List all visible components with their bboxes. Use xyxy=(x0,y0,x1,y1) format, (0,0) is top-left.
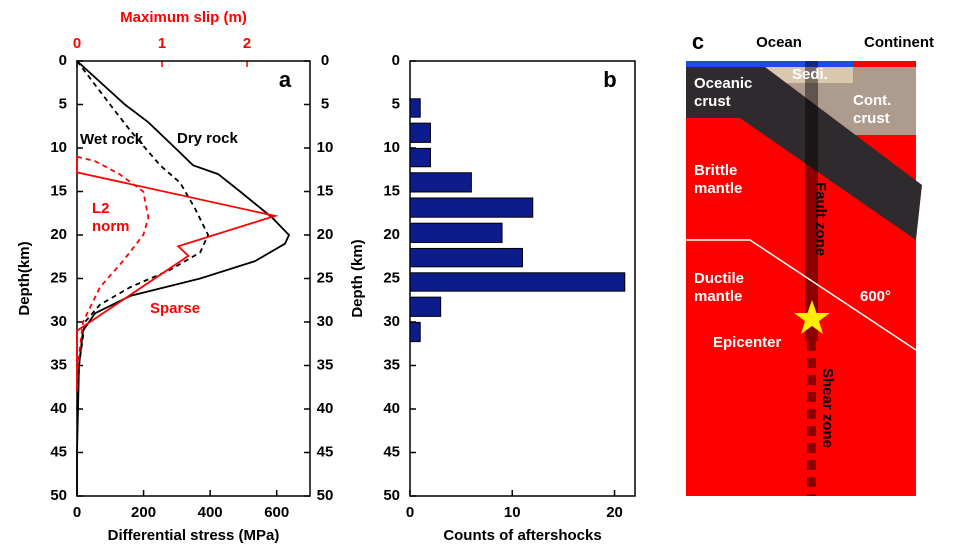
continental-crust-label: Cont. crust xyxy=(853,92,908,128)
y-tick-label: 0 xyxy=(392,52,400,69)
series-label: L2 norm xyxy=(92,200,132,236)
y-tick-label: 25 xyxy=(383,269,400,286)
series-line xyxy=(77,157,148,392)
shear-zone-label: Shear zone xyxy=(819,368,836,448)
ductile-mantle-label: Ductile mantle xyxy=(694,270,754,306)
x2-tick-label: 2 xyxy=(243,35,251,52)
figure-svg: c Ocean Continent Sedi. Fault zone Shear… xyxy=(0,0,954,548)
oceanic-crust-label: Oceanic crust xyxy=(694,75,774,111)
bar xyxy=(410,273,625,291)
y-tick-label: 5 xyxy=(59,95,67,112)
bar xyxy=(410,148,430,166)
y-tick-label: 15 xyxy=(50,182,67,199)
x-tick-label: 0 xyxy=(73,504,81,521)
y-axis-label: Depth (km) xyxy=(349,239,366,317)
series-label: Wet rock xyxy=(80,131,143,149)
epicenter-label: Epicenter xyxy=(713,334,782,351)
y-tick-label: 25 xyxy=(50,269,67,286)
y-tick-label: 50 xyxy=(50,487,67,504)
bar xyxy=(410,248,523,266)
y-tick-label: 45 xyxy=(50,443,67,460)
sediment-label: Sedi. xyxy=(792,66,828,83)
y-tick-label: 40 xyxy=(317,400,334,417)
panel-label: b xyxy=(603,67,616,92)
series-label: Sparse xyxy=(150,300,200,318)
bar xyxy=(410,123,430,142)
y-tick-label: 35 xyxy=(317,356,334,373)
ocean-water xyxy=(686,61,853,67)
y-tick-label: 30 xyxy=(50,313,67,330)
bar xyxy=(410,223,502,242)
y-tick-label: 0 xyxy=(321,52,329,69)
y-tick-label: 5 xyxy=(321,95,329,112)
y-tick-label: 0 xyxy=(59,52,67,69)
x-axis-label: Counts of aftershocks xyxy=(443,527,601,544)
y-tick-label: 40 xyxy=(383,400,400,417)
bar xyxy=(410,99,420,117)
y-tick-label: 5 xyxy=(392,95,400,112)
y-tick-label: 15 xyxy=(317,182,334,199)
x-tick-label: 10 xyxy=(504,504,521,521)
y-tick-label: 35 xyxy=(50,356,67,373)
panel-label: c xyxy=(692,29,704,54)
x2-tick-label: 0 xyxy=(73,35,81,52)
series-line xyxy=(77,157,275,392)
y-tick-label: 10 xyxy=(317,139,334,156)
x-tick-label: 600 xyxy=(264,504,289,521)
x2-axis-label: Maximum slip (m) xyxy=(120,9,247,26)
y-axis-label: Depth(km) xyxy=(16,241,33,315)
y-tick-label: 10 xyxy=(50,139,67,156)
y-tick-label: 20 xyxy=(383,226,400,243)
y-tick-label: 15 xyxy=(383,182,400,199)
figure: c Ocean Continent Sedi. Fault zone Shear… xyxy=(0,0,954,548)
bar xyxy=(410,297,441,316)
fault-zone-label: Fault zone xyxy=(812,182,829,256)
y-tick-label: 10 xyxy=(383,139,400,156)
x-tick-label: 400 xyxy=(198,504,223,521)
y-tick-label: 20 xyxy=(317,226,334,243)
isotherm-label: 600° xyxy=(860,288,891,305)
x2-tick-label: 1 xyxy=(158,35,166,52)
y-tick-label: 50 xyxy=(317,487,334,504)
x-axis-label: Differential stress (MPa) xyxy=(108,527,280,544)
bar xyxy=(410,322,420,341)
y-tick-label: 25 xyxy=(317,269,334,286)
continent-label: Continent xyxy=(864,34,934,51)
y-tick-label: 20 xyxy=(50,226,67,243)
x-tick-label: 0 xyxy=(406,504,414,521)
bar xyxy=(410,173,471,192)
y-tick-label: 35 xyxy=(383,356,400,373)
y-tick-label: 30 xyxy=(317,313,334,330)
y-tick-label: 40 xyxy=(50,400,67,417)
plot-frame xyxy=(77,61,310,496)
y-tick-label: 30 xyxy=(383,313,400,330)
y-tick-label: 50 xyxy=(383,487,400,504)
panel-label: a xyxy=(279,67,292,92)
bar xyxy=(410,198,533,217)
x-tick-label: 20 xyxy=(606,504,623,521)
ocean-label: Ocean xyxy=(756,34,802,51)
brittle-mantle-label: Brittle mantle xyxy=(694,162,754,198)
y-tick-label: 45 xyxy=(383,443,400,460)
series-label: Dry rock xyxy=(177,130,238,148)
x-tick-label: 200 xyxy=(131,504,156,521)
y-tick-label: 45 xyxy=(317,443,334,460)
